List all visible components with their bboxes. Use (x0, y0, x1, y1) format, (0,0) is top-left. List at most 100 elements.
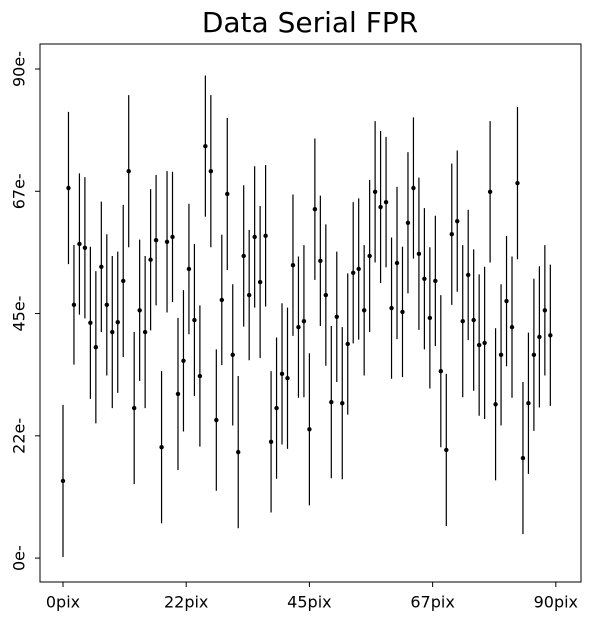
y-tick-label: 90e- (10, 51, 29, 87)
data-point (236, 449, 241, 455)
data-point (219, 297, 224, 303)
data-point (361, 308, 367, 313)
data-point (142, 329, 148, 335)
data-point (66, 185, 71, 191)
data-point (394, 260, 400, 266)
data-point (110, 329, 115, 335)
data-point (356, 266, 361, 272)
data-point (520, 455, 526, 461)
data-point (290, 262, 296, 268)
data-point (225, 191, 230, 197)
data-point (372, 189, 378, 195)
data-point (466, 272, 471, 278)
data-point (433, 278, 438, 284)
data-point (542, 308, 548, 313)
data-point (504, 298, 509, 304)
data-point (411, 185, 416, 191)
data-point (153, 237, 159, 243)
data-point (99, 264, 104, 270)
data-point (257, 279, 263, 285)
data-point (77, 241, 82, 247)
data-point (115, 320, 120, 325)
data-point (148, 257, 153, 262)
data-point (104, 302, 110, 308)
data-point (126, 168, 131, 174)
data-point (416, 251, 422, 256)
x-tick-label: 22pix (164, 593, 208, 612)
data-point (241, 253, 246, 259)
data-point (192, 317, 197, 323)
data-point (230, 352, 235, 358)
data-point (186, 266, 192, 272)
x-tick-label: 0pix (46, 593, 80, 612)
data-point (526, 401, 531, 406)
data-point (329, 399, 334, 405)
data-point (323, 292, 329, 298)
y-tick-label: 22e- (10, 418, 29, 454)
data-point (88, 320, 93, 325)
data-point (274, 405, 279, 411)
x-tick-label: 67pix (410, 593, 454, 612)
data-point (449, 232, 454, 237)
data-point (82, 245, 88, 250)
chart-title: Data Serial FPR (202, 6, 418, 39)
data-point (493, 402, 498, 407)
data-point (246, 292, 252, 298)
plot-frame (39, 43, 582, 583)
data-point (471, 317, 476, 323)
data-point (405, 220, 411, 225)
data-point (285, 376, 290, 381)
data-point (515, 180, 520, 186)
data-point (175, 391, 181, 397)
data-point (93, 345, 99, 350)
x-tick-label: 90pix (534, 593, 578, 612)
data-point (351, 270, 356, 275)
data-point (318, 258, 323, 264)
data-point (203, 143, 208, 149)
data-point (164, 239, 170, 245)
data-point (181, 358, 186, 364)
data-point (548, 333, 553, 338)
y-tick-label: 67e- (10, 173, 29, 209)
data-point (279, 371, 285, 377)
data-point (334, 314, 339, 320)
data-point (531, 352, 537, 358)
data-point (263, 233, 268, 239)
data-point (400, 309, 405, 315)
data-point (307, 427, 312, 432)
data-point (438, 368, 444, 374)
data-point (60, 478, 66, 484)
data-point (498, 352, 504, 358)
data-point (389, 305, 394, 311)
data-point (131, 405, 137, 411)
data-point (367, 253, 372, 259)
data-point (422, 276, 427, 281)
data-point (71, 302, 77, 308)
data-point (378, 204, 383, 210)
data-point (345, 341, 350, 347)
data-point (137, 308, 142, 313)
data-point (159, 445, 164, 450)
data-point (487, 189, 493, 195)
data-point (312, 207, 318, 212)
data-point (509, 324, 515, 330)
data-point (455, 218, 460, 224)
data-point (476, 342, 482, 348)
data-point (444, 447, 449, 453)
data-point (197, 373, 203, 379)
y-tick-label: 0e- (10, 545, 29, 571)
data-point (208, 168, 214, 174)
data-point (121, 278, 126, 284)
data-point (383, 199, 389, 205)
data-point (252, 234, 257, 240)
data-point (170, 234, 175, 240)
data-point (482, 340, 487, 346)
data-point (340, 401, 345, 406)
data-point (460, 318, 465, 324)
data-point (427, 315, 433, 321)
y-tick-label: 45e- (10, 296, 29, 332)
x-tick-label: 45pix (287, 593, 331, 612)
data-point (296, 324, 301, 330)
data-point (214, 417, 219, 423)
